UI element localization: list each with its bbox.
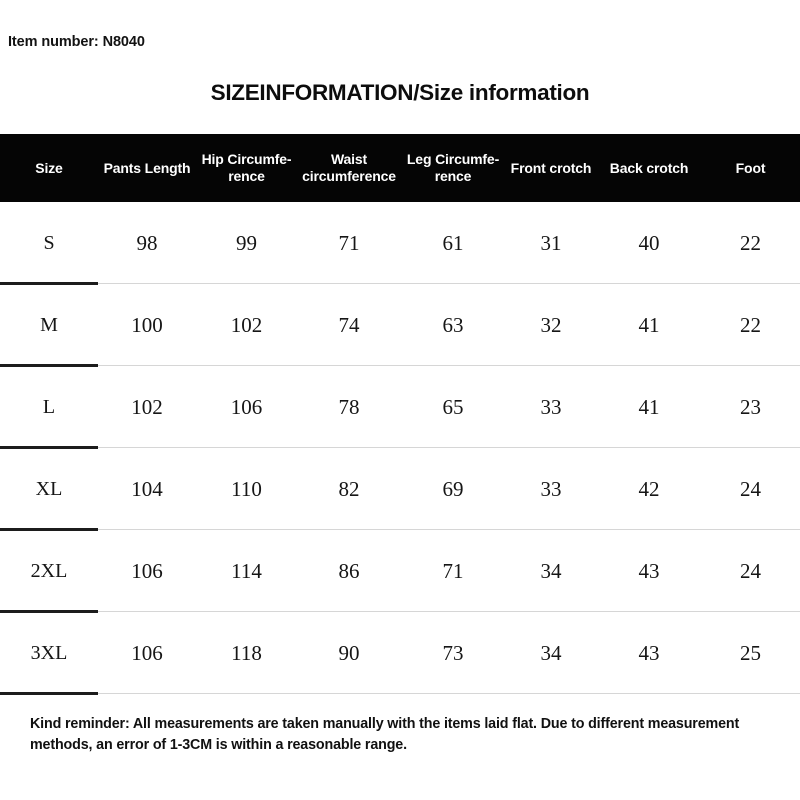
measurement-disclaimer-note: Kind reminder: All measurements are take… xyxy=(30,716,740,753)
cell-leg-circumference: 69 xyxy=(442,476,464,501)
size-information-table: Size Pants Length Hip Circumfe-rence Wai… xyxy=(0,134,800,695)
cell-back-crotch: 43 xyxy=(638,558,660,583)
column-header-size: Size xyxy=(35,159,63,176)
cell-size: XL xyxy=(35,477,63,500)
page-title: SIZEINFORMATION/Size information xyxy=(210,80,590,105)
cell-back-crotch: 41 xyxy=(638,312,660,337)
cell-size: L xyxy=(42,395,56,418)
cell-back-crotch: 41 xyxy=(638,394,660,419)
cell-waist-circumference: 71 xyxy=(338,230,360,255)
table-row: XL 104 110 82 69 33 42 24 xyxy=(0,448,800,531)
cell-front-crotch: 32 xyxy=(540,312,562,337)
cell-hip-circumference: 118 xyxy=(231,640,262,665)
cell-size: M xyxy=(40,313,58,336)
table-row: L 102 106 78 65 33 41 23 xyxy=(0,366,800,449)
cell-back-crotch: 42 xyxy=(638,476,660,501)
cell-pants-length: 106 xyxy=(131,640,163,665)
cell-hip-circumference: 106 xyxy=(230,394,263,419)
cell-front-crotch: 33 xyxy=(540,476,562,501)
cell-waist-circumference: 86 xyxy=(338,558,360,583)
cell-pants-length: 102 xyxy=(131,394,163,419)
cell-pants-length: 100 xyxy=(131,312,163,337)
cell-hip-circumference: 99 xyxy=(236,230,257,255)
cell-front-crotch: 33 xyxy=(540,394,562,419)
cell-front-crotch: 34 xyxy=(540,640,562,665)
cell-foot: 25 xyxy=(740,640,761,665)
column-header-hip-circumference: Hip Circumfe-rence xyxy=(201,151,292,184)
table-row: 3XL 106 118 90 73 34 43 25 xyxy=(0,612,800,695)
cell-size: S xyxy=(43,231,55,254)
item-number: Item number: N8040 xyxy=(8,34,145,50)
cell-hip-circumference: 110 xyxy=(231,476,262,501)
column-header-leg-circumference: Leg Circumfe-rence xyxy=(406,151,500,184)
cell-foot: 22 xyxy=(740,312,761,337)
cell-leg-circumference: 61 xyxy=(442,230,464,255)
cell-leg-circumference: 71 xyxy=(442,558,464,583)
column-header-front-crotch: Front crotch xyxy=(510,159,592,176)
cell-pants-length: 104 xyxy=(131,476,163,501)
cell-hip-circumference: 102 xyxy=(230,312,263,337)
cell-foot: 24 xyxy=(740,558,761,583)
cell-leg-circumference: 63 xyxy=(442,312,464,337)
cell-waist-circumference: 78 xyxy=(338,394,360,419)
cell-pants-length: 98 xyxy=(136,230,158,255)
column-header-waist-circumference: Waist circumference xyxy=(302,151,396,184)
cell-pants-length: 106 xyxy=(131,558,163,583)
column-header-foot: Foot xyxy=(735,159,766,176)
cell-leg-circumference: 65 xyxy=(442,394,464,419)
column-header-pants-length: Pants Length xyxy=(103,159,191,176)
cell-size: 2XL xyxy=(30,559,68,582)
cell-back-crotch: 40 xyxy=(638,230,660,255)
column-header-back-crotch: Back crotch xyxy=(609,159,689,176)
table-row: 2XL 106 114 86 71 34 43 24 xyxy=(0,530,800,613)
cell-waist-circumference: 74 xyxy=(338,312,360,337)
cell-foot: 24 xyxy=(740,476,761,501)
cell-front-crotch: 34 xyxy=(540,558,562,583)
cell-back-crotch: 43 xyxy=(638,640,660,665)
cell-size: 3XL xyxy=(30,641,68,664)
table-header-row: Size Pants Length Hip Circumfe-rence Wai… xyxy=(0,134,800,202)
cell-front-crotch: 31 xyxy=(540,230,562,255)
cell-hip-circumference: 114 xyxy=(231,558,262,583)
cell-waist-circumference: 82 xyxy=(338,476,360,501)
page-title-container: SIZEINFORMATION/Size information xyxy=(0,80,800,106)
table-row: S 98 99 71 61 31 40 22 xyxy=(0,202,800,285)
cell-foot: 22 xyxy=(740,230,761,255)
table-row: M 100 102 74 63 32 41 22 xyxy=(0,284,800,367)
table-body: S 98 99 71 61 31 40 22 M 100 102 74 63 3… xyxy=(0,202,800,695)
cell-leg-circumference: 73 xyxy=(442,640,464,665)
cell-waist-circumference: 90 xyxy=(338,640,360,665)
cell-foot: 23 xyxy=(740,394,761,419)
